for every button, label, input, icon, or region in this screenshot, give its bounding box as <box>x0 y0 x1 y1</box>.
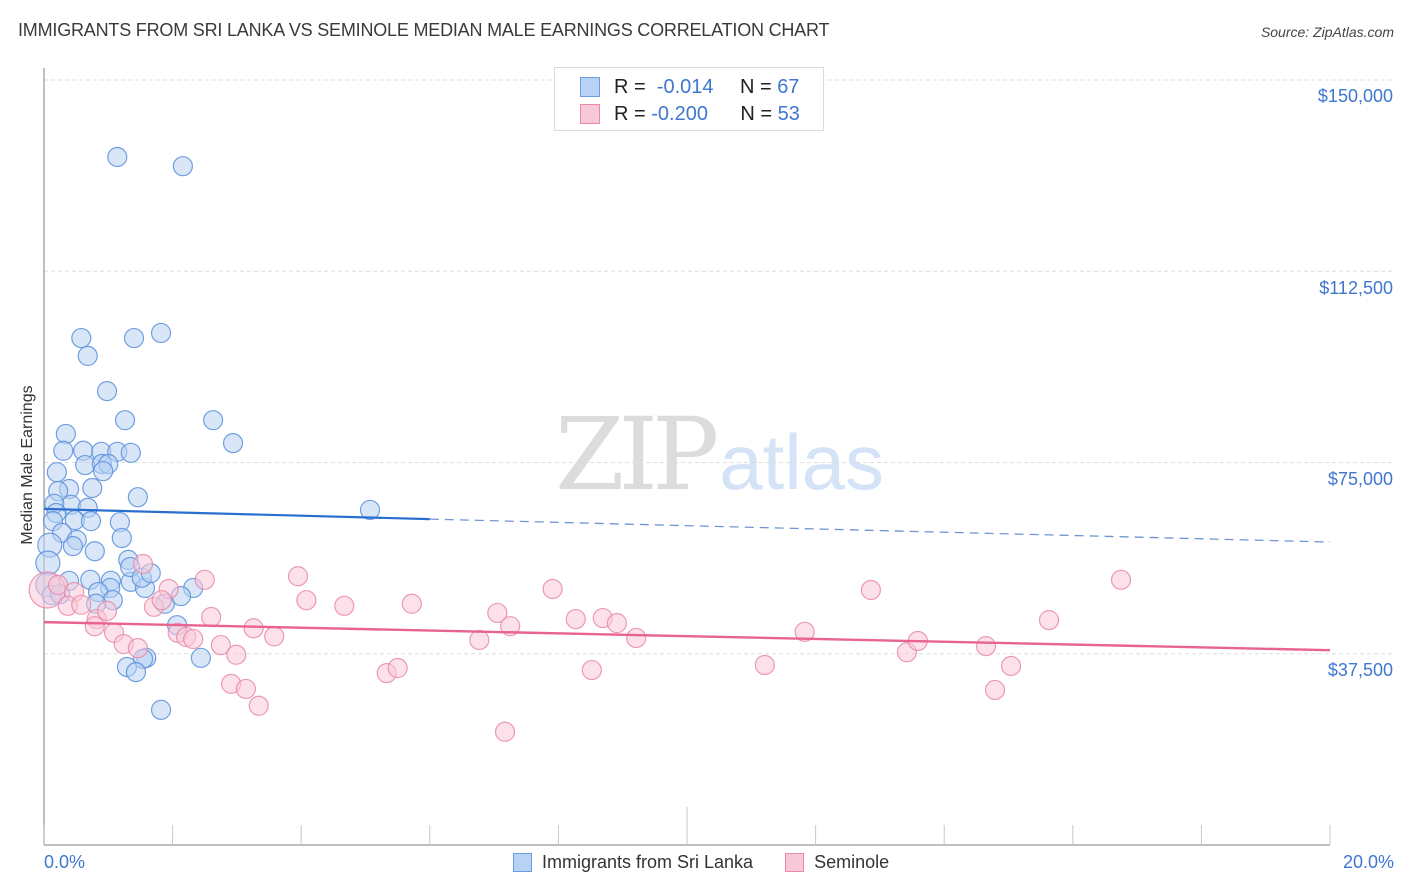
data-point-seminole <box>626 627 647 649</box>
r-value: -0.200 <box>651 102 708 125</box>
data-point-seminole <box>1038 609 1060 631</box>
y-tick-150000: $150,000 <box>1317 86 1393 106</box>
data-point-seminole <box>243 618 264 639</box>
data-point-seminole <box>500 616 521 637</box>
trend-line-sri-lanka-extrapolated <box>429 518 1331 543</box>
data-point-seminole <box>494 721 516 742</box>
r-label: R = <box>614 102 646 125</box>
data-point-sri-lanka <box>203 410 224 431</box>
data-point-seminole <box>296 590 317 611</box>
y-axis-label-text: Median Male Earnings <box>19 385 36 545</box>
data-point-seminole <box>754 654 775 676</box>
data-point-sri-lanka <box>120 442 141 463</box>
data-point-seminole <box>287 566 309 587</box>
data-point-seminole <box>194 569 215 590</box>
data-point-sri-lanka <box>75 454 96 476</box>
trend-line-sri-lanka <box>43 507 430 521</box>
y-tick-112500: $112,500 <box>1319 278 1393 298</box>
data-point-sri-lanka <box>127 487 148 508</box>
data-point-seminole <box>401 593 422 614</box>
data-point-seminole <box>565 608 586 630</box>
data-point-sri-lanka <box>62 536 84 557</box>
data-point-seminole <box>264 626 285 647</box>
r-label: R = <box>614 75 646 98</box>
legend-label-seminole: Seminole <box>814 852 890 872</box>
data-point-seminole <box>132 553 154 575</box>
data-point-seminole <box>210 634 231 656</box>
x-tick-0: 0.0% <box>44 852 86 872</box>
data-point-sri-lanka <box>123 327 145 349</box>
y-tick-37500: $37,500 <box>1327 660 1393 680</box>
pink-swatch-icon <box>785 853 805 872</box>
data-point-sri-lanka <box>93 461 114 482</box>
legend-row-seminole: R = -0.200 N = 53 <box>580 102 800 126</box>
data-point-sri-lanka <box>111 527 132 549</box>
series-legend: Immigrants from Sri Lanka Seminole <box>513 852 889 873</box>
x-tick-20: 20.0% <box>1342 852 1394 872</box>
n-value: 67 <box>777 75 800 98</box>
data-point-seminole <box>542 578 563 600</box>
data-point-sri-lanka <box>71 327 92 349</box>
data-point-seminole <box>794 621 815 642</box>
data-point-sri-lanka <box>107 146 128 168</box>
blue-swatch-icon <box>513 853 532 872</box>
data-point-seminole <box>201 606 222 628</box>
data-point-seminole <box>151 590 172 611</box>
data-point-seminole <box>235 678 257 700</box>
data-point-sri-lanka <box>82 477 103 499</box>
blue-swatch-icon <box>580 77 600 97</box>
data-point-sri-lanka <box>77 345 98 367</box>
n-value: 53 <box>777 102 800 125</box>
n-label: N = <box>739 75 772 98</box>
data-point-seminole <box>860 579 881 601</box>
data-point-seminole <box>127 638 148 659</box>
data-point-seminole <box>606 613 628 634</box>
data-point-sri-lanka <box>55 423 76 445</box>
data-point-sri-lanka <box>96 381 118 402</box>
data-point-sri-lanka <box>222 433 244 454</box>
pink-swatch-icon <box>580 104 600 124</box>
chart-title: IMMIGRANTS FROM SRI LANKA VS SEMINOLE ME… <box>18 20 830 40</box>
data-point-sri-lanka <box>46 462 67 483</box>
data-point-seminole <box>183 628 204 650</box>
trend-line-seminole <box>43 620 1331 652</box>
data-point-seminole <box>975 635 997 657</box>
legend-row-sri-lanka: R = -0.014 N = 67 <box>580 75 799 99</box>
data-point-sri-lanka <box>84 541 105 562</box>
data-point-sri-lanka <box>190 647 211 668</box>
y-tick-75000: $75,000 <box>1327 469 1393 489</box>
data-point-seminole <box>387 657 408 679</box>
data-point-seminole <box>96 600 118 622</box>
legend-label-sri-lanka: Immigrants from Sri Lanka <box>542 852 754 872</box>
data-point-sri-lanka <box>150 699 172 720</box>
data-point-sri-lanka <box>125 662 147 683</box>
data-point-seminole <box>984 679 1006 701</box>
data-point-seminole <box>581 659 602 681</box>
r-value: -0.014 <box>656 75 714 98</box>
data-point-seminole <box>334 595 355 616</box>
data-point-seminole <box>469 629 490 651</box>
data-point-seminole <box>487 602 508 624</box>
data-point-sri-lanka <box>114 410 136 431</box>
data-point-seminole <box>84 616 105 637</box>
source-label: Source: ZipAtlas.com <box>1260 24 1394 40</box>
data-point-sri-lanka <box>80 511 102 532</box>
data-point-sri-lanka <box>35 550 61 576</box>
data-point-seminole <box>1110 569 1132 590</box>
data-point-sri-lanka <box>53 440 74 461</box>
data-point-seminole <box>1000 655 1022 677</box>
n-label: N = <box>740 102 773 125</box>
data-point-sri-lanka <box>172 156 193 177</box>
data-point-sri-lanka <box>150 322 172 344</box>
data-point-seminole <box>226 644 247 665</box>
correlation-legend: R = -0.014 N = 67 R = -0.200 N = 53 <box>554 67 824 131</box>
data-point-seminole <box>71 594 92 615</box>
data-point-sri-lanka <box>359 499 381 521</box>
data-point-seminole <box>248 695 269 716</box>
